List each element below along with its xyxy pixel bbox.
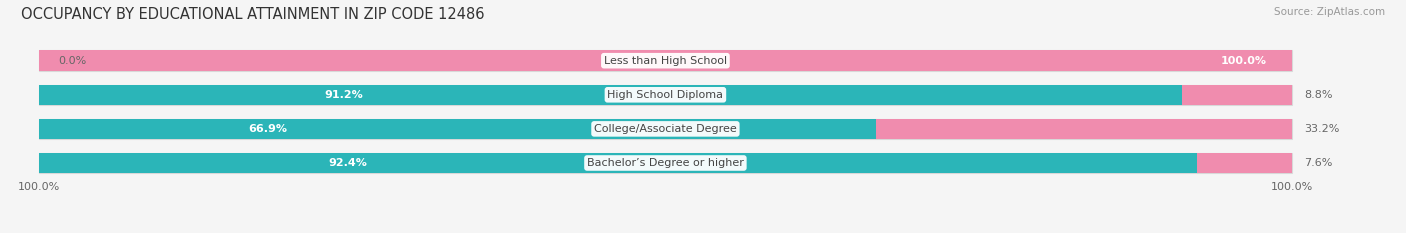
Bar (39, 85, 1292, 105)
Text: 100.0%: 100.0% (18, 182, 60, 192)
Bar (39, 153, 1197, 173)
Bar (39, 119, 877, 139)
Bar (39, 153, 1292, 173)
Text: OCCUPANCY BY EDUCATIONAL ATTAINMENT IN ZIP CODE 12486: OCCUPANCY BY EDUCATIONAL ATTAINMENT IN Z… (21, 7, 485, 22)
Bar (39, 51, 1292, 71)
Text: College/Associate Degree: College/Associate Degree (595, 124, 737, 134)
Text: 66.9%: 66.9% (249, 124, 288, 134)
Text: 8.8%: 8.8% (1305, 90, 1333, 100)
Bar (1181, 85, 1292, 105)
Text: 100.0%: 100.0% (1271, 182, 1313, 192)
Text: 92.4%: 92.4% (329, 158, 367, 168)
Text: Less than High School: Less than High School (603, 56, 727, 66)
Bar (39, 51, 1292, 71)
Text: Source: ZipAtlas.com: Source: ZipAtlas.com (1274, 7, 1385, 17)
Bar (39, 119, 1292, 139)
Text: 91.2%: 91.2% (325, 90, 364, 100)
Text: Bachelor’s Degree or higher: Bachelor’s Degree or higher (586, 158, 744, 168)
Text: 100.0%: 100.0% (1220, 56, 1267, 66)
Text: 33.2%: 33.2% (1305, 124, 1340, 134)
Bar (876, 119, 1292, 139)
Bar (39, 85, 1181, 105)
Text: High School Diploma: High School Diploma (607, 90, 724, 100)
Text: 7.6%: 7.6% (1305, 158, 1333, 168)
Text: 0.0%: 0.0% (58, 56, 86, 66)
Bar (1197, 153, 1292, 173)
